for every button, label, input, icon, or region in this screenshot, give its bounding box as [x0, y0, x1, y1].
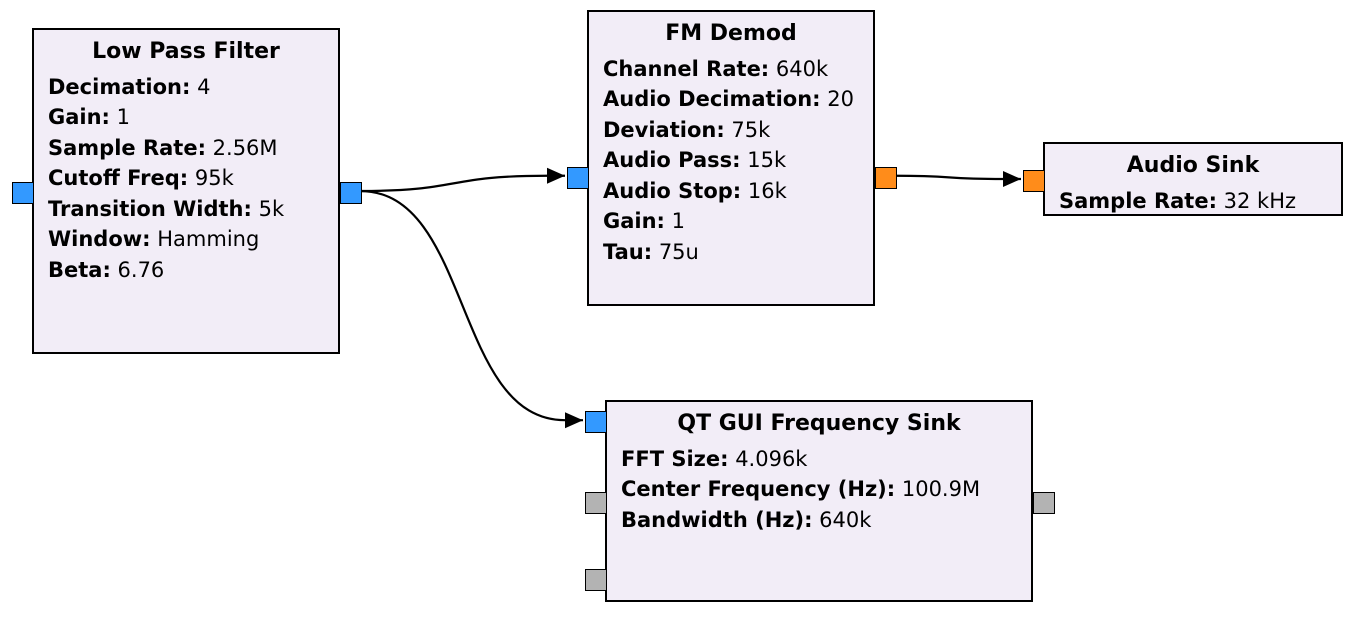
- param-value: 5k: [252, 197, 284, 221]
- param-value: 75u: [652, 240, 699, 264]
- param-label: Window:: [48, 227, 151, 251]
- param-label: Gain:: [48, 105, 110, 129]
- block-param: Cutoff Freq: 95k: [48, 163, 324, 193]
- param-value: 16k: [741, 179, 787, 203]
- param-label: Audio Pass:: [603, 148, 741, 172]
- port-float[interactable]: [875, 167, 897, 189]
- param-label: Cutoff Freq:: [48, 166, 188, 190]
- block-param: Audio Stop: 16k: [603, 176, 859, 206]
- block-param: Decimation: 4: [48, 72, 324, 102]
- port-complex[interactable]: [12, 182, 34, 204]
- param-label: Sample Rate:: [48, 136, 206, 160]
- param-label: Bandwidth (Hz):: [621, 508, 812, 532]
- block-param: Tau: 75u: [603, 237, 859, 267]
- connection-line: [360, 176, 547, 191]
- port-float[interactable]: [1023, 170, 1045, 192]
- param-label: Decimation:: [48, 75, 190, 99]
- param-value: 20: [821, 87, 854, 111]
- block-param: Bandwidth (Hz): 640k: [621, 505, 1017, 535]
- block-title: QT GUI Frequency Sink: [621, 408, 1017, 440]
- param-label: Tau:: [603, 240, 652, 264]
- param-label: Gain:: [603, 209, 665, 233]
- port-complex[interactable]: [585, 411, 607, 433]
- block-title: Audio Sink: [1059, 150, 1327, 182]
- block-param: Beta: 6.76: [48, 255, 324, 285]
- param-value: 32 kHz: [1217, 189, 1296, 213]
- block-param: Center Frequency (Hz): 100.9M: [621, 474, 1017, 504]
- param-value: 1: [110, 105, 130, 129]
- block-title: Low Pass Filter: [48, 36, 324, 68]
- port-message[interactable]: [1033, 492, 1055, 514]
- block-lpf[interactable]: Low Pass FilterDecimation: 4Gain: 1Sampl…: [32, 28, 340, 354]
- param-value: 4.096k: [729, 447, 808, 471]
- port-message[interactable]: [585, 492, 607, 514]
- block-freqsink[interactable]: QT GUI Frequency SinkFFT Size: 4.096kCen…: [605, 400, 1033, 602]
- param-label: Audio Stop:: [603, 179, 741, 203]
- connection-line: [360, 191, 565, 420]
- block-title: FM Demod: [603, 18, 859, 50]
- param-label: Audio Decimation:: [603, 87, 821, 111]
- block-param: Sample Rate: 32 kHz: [1059, 186, 1327, 216]
- param-label: Sample Rate:: [1059, 189, 1217, 213]
- param-value: 1: [665, 209, 685, 233]
- arrowhead-icon: [1003, 171, 1021, 187]
- param-label: Beta:: [48, 258, 111, 282]
- param-label: Channel Rate:: [603, 57, 769, 81]
- block-param: Channel Rate: 640k: [603, 54, 859, 84]
- block-param: Window: Hamming: [48, 224, 324, 254]
- port-complex[interactable]: [567, 167, 589, 189]
- block-param: Deviation: 75k: [603, 115, 859, 145]
- connection-line: [895, 176, 1003, 179]
- param-label: Center Frequency (Hz):: [621, 477, 895, 501]
- param-value: 2.56M: [206, 136, 278, 160]
- port-complex[interactable]: [340, 182, 362, 204]
- block-fm[interactable]: FM DemodChannel Rate: 640kAudio Decimati…: [587, 10, 875, 306]
- param-value: 100.9M: [895, 477, 980, 501]
- block-param: Transition Width: 5k: [48, 194, 324, 224]
- param-value: 640k: [769, 57, 828, 81]
- arrowhead-icon: [547, 168, 565, 184]
- param-value: 640k: [812, 508, 871, 532]
- param-value: 4: [190, 75, 210, 99]
- param-label: Deviation:: [603, 118, 725, 142]
- port-message[interactable]: [585, 569, 607, 591]
- param-value: 75k: [725, 118, 771, 142]
- param-value: 95k: [188, 166, 234, 190]
- block-param: FFT Size: 4.096k: [621, 444, 1017, 474]
- param-label: FFT Size:: [621, 447, 729, 471]
- param-value: Hamming: [151, 227, 260, 251]
- param-label: Transition Width:: [48, 197, 252, 221]
- block-param: Gain: 1: [603, 206, 859, 236]
- param-value: 15k: [741, 148, 787, 172]
- block-param: Audio Decimation: 20: [603, 84, 859, 114]
- block-audio[interactable]: Audio Sink Sample Rate: 32 kHz: [1043, 142, 1343, 216]
- block-param: Gain: 1: [48, 102, 324, 132]
- arrowhead-icon: [565, 412, 583, 428]
- block-param: Audio Pass: 15k: [603, 145, 859, 175]
- param-value: 6.76: [111, 258, 164, 282]
- block-param: Sample Rate: 2.56M: [48, 133, 324, 163]
